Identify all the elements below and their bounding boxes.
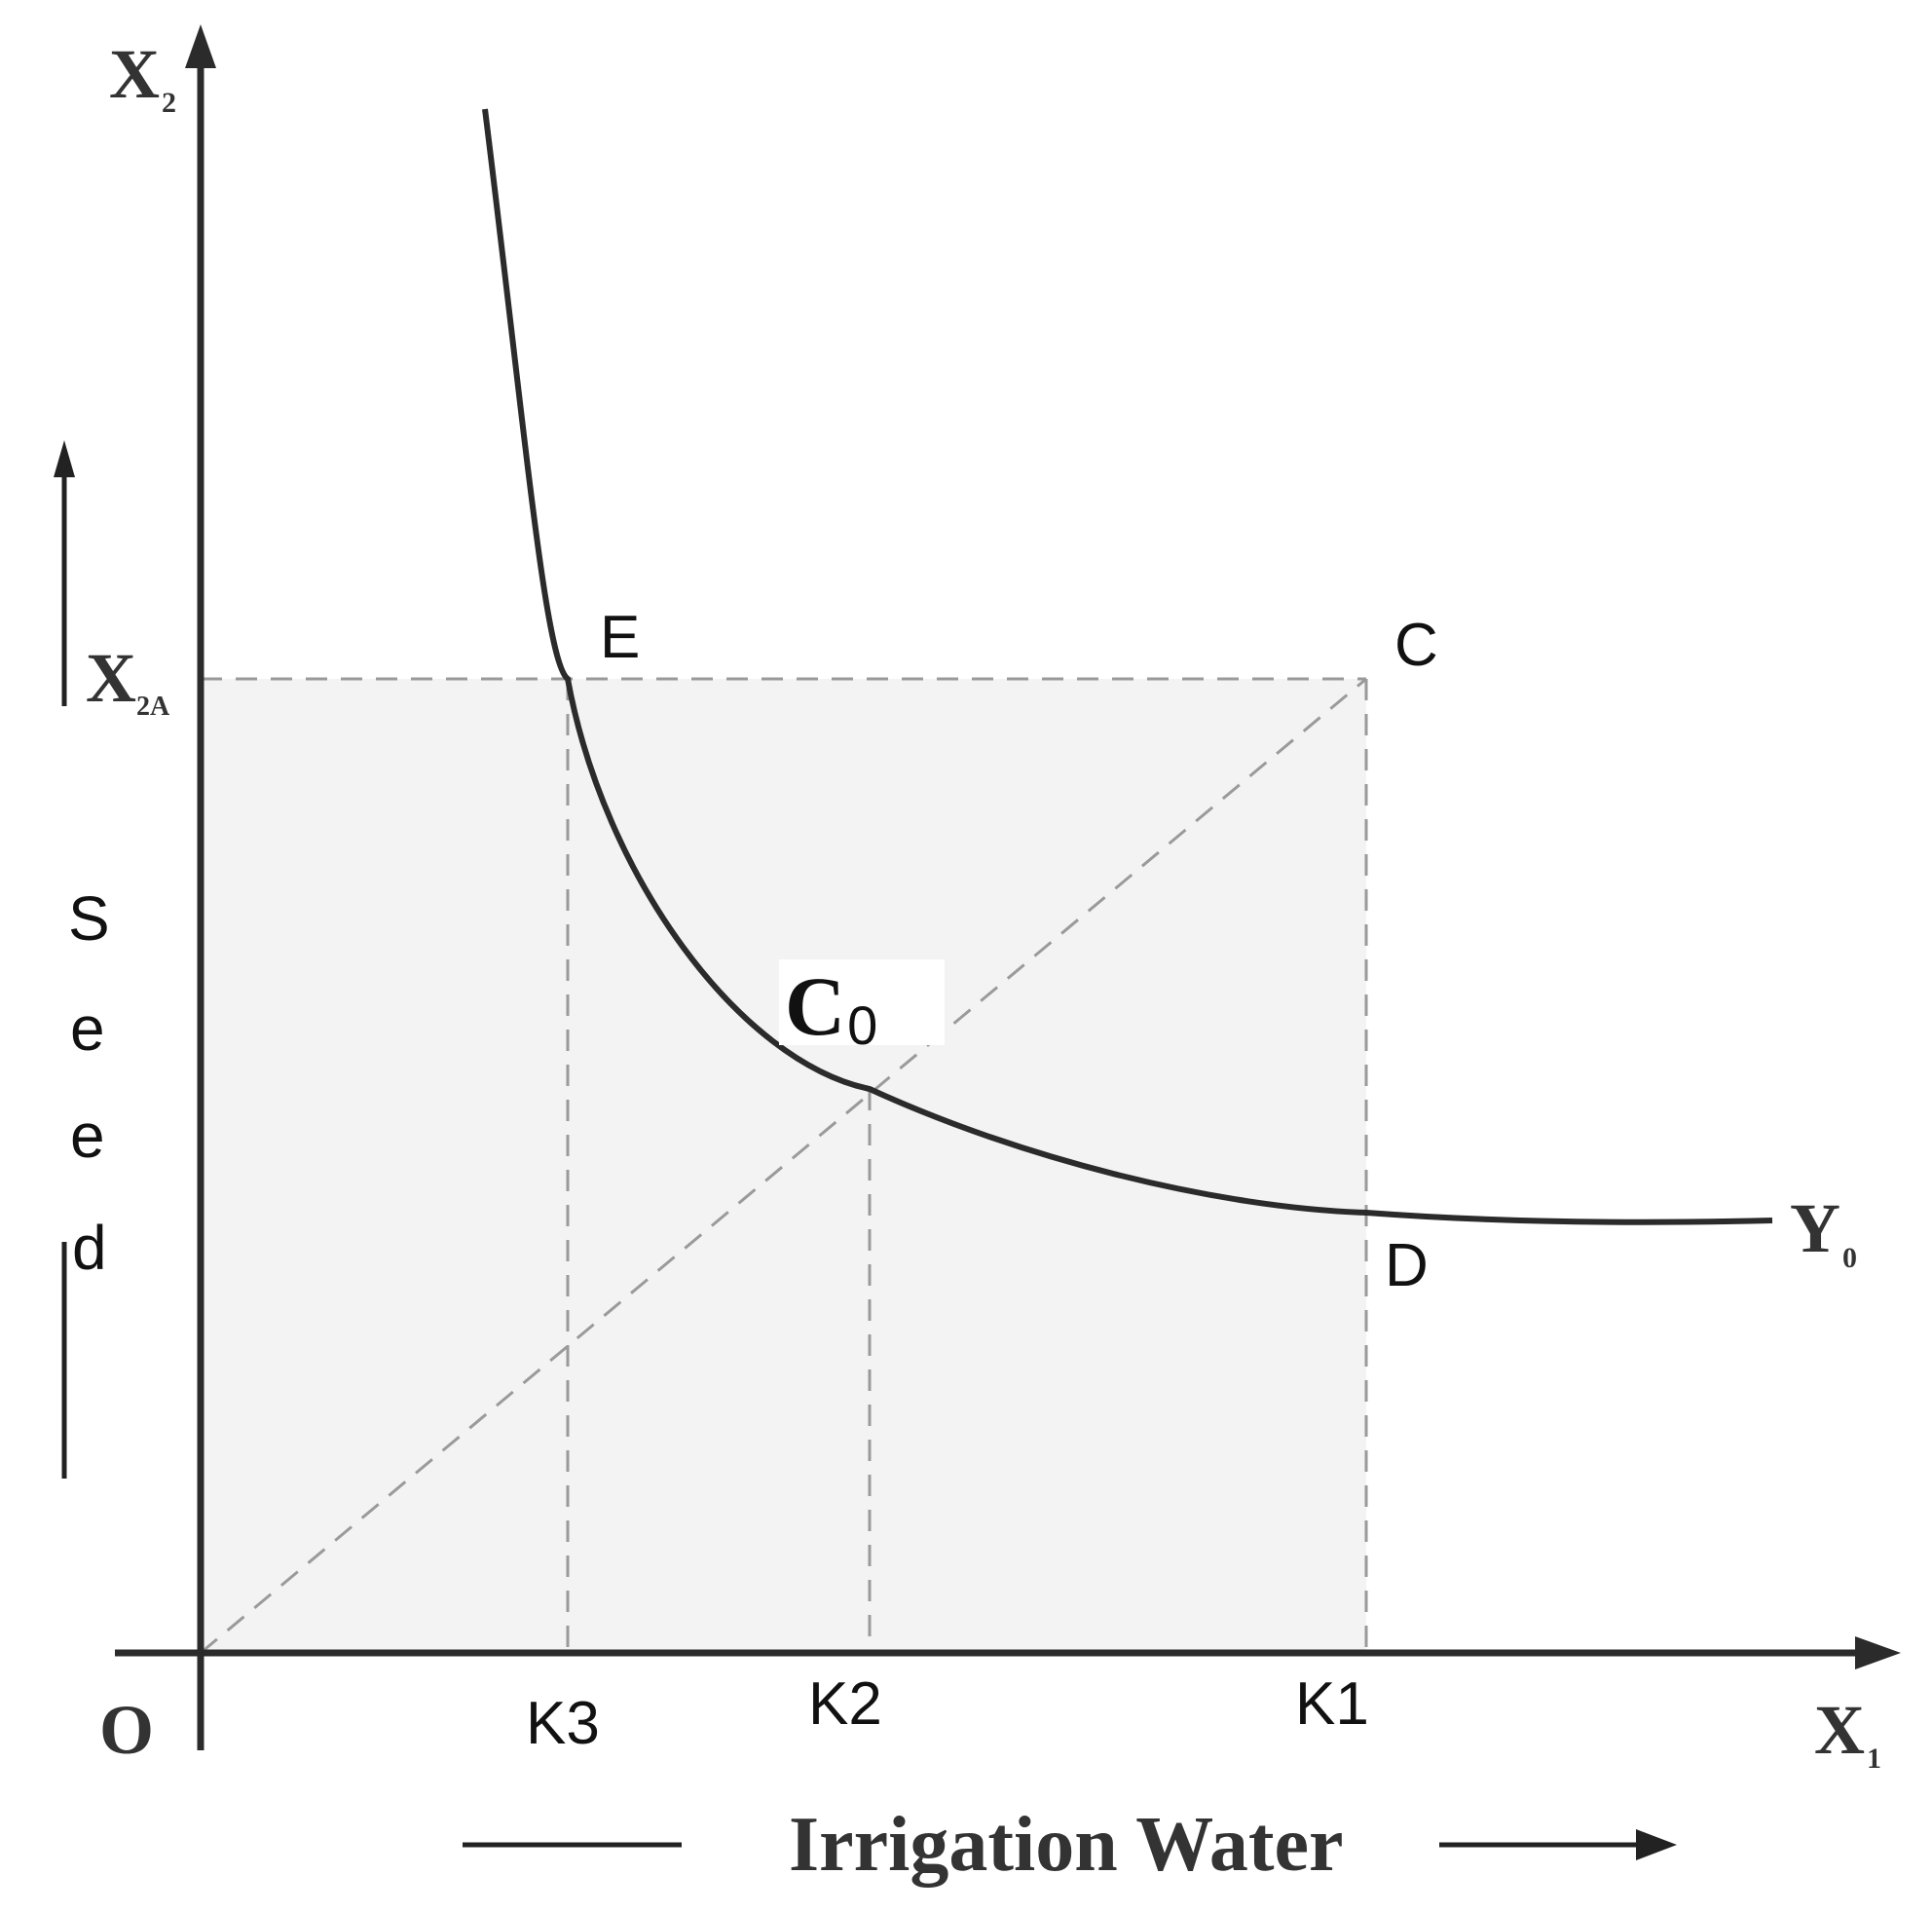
point-e-label: E bbox=[600, 604, 640, 671]
y-title-letter-s: S bbox=[68, 883, 110, 954]
tick-label-k3: K3 bbox=[526, 1690, 600, 1757]
isoquant-curve-y0 bbox=[482, 108, 1773, 1225]
y-axis-arrowhead bbox=[185, 24, 216, 68]
x-title-arrowhead bbox=[1636, 1829, 1677, 1860]
x-axis-title: Irrigation Water bbox=[789, 1802, 1344, 1888]
curve-label-y0: Y0 bbox=[1790, 1189, 1857, 1274]
tick-label-k1: K1 bbox=[1295, 1670, 1369, 1738]
point-c-label: C bbox=[1394, 612, 1438, 679]
x2a-label: X2A bbox=[86, 639, 170, 722]
y-title-arrowhead bbox=[54, 440, 75, 477]
c0-label-background bbox=[779, 959, 945, 1045]
origin-label: O bbox=[99, 1691, 154, 1769]
y-title-letter-d: d bbox=[72, 1213, 107, 1283]
y-title-letter-e2: e bbox=[70, 1101, 105, 1171]
y-title-letter-e1: e bbox=[70, 993, 105, 1064]
point-c0-label: C0 bbox=[785, 959, 877, 1056]
x-axis-arrowhead bbox=[1855, 1636, 1901, 1669]
diagonal-dashed-ray bbox=[200, 677, 1367, 1655]
x-axis-label: X1 bbox=[1814, 1691, 1881, 1775]
y-axis-label: X2 bbox=[109, 35, 176, 119]
tick-label-k2: K2 bbox=[808, 1670, 882, 1738]
point-d-label: D bbox=[1385, 1232, 1429, 1299]
